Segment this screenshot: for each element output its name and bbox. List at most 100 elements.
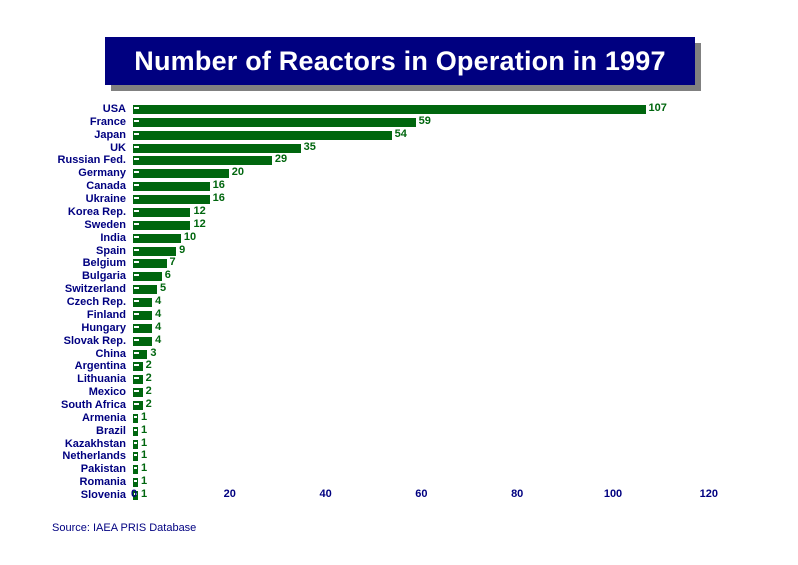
category-label: Kazakhstan (64, 437, 126, 450)
bar-highlight-notch (134, 428, 137, 431)
bar[interactable] (133, 220, 191, 230)
bar-value-label: 2 (145, 372, 152, 385)
bar[interactable] (133, 143, 301, 153)
category-label: France (89, 115, 126, 128)
chart-row: Slovenia 1 (0, 488, 798, 502)
bar[interactable] (133, 272, 162, 282)
bar[interactable] (133, 478, 138, 488)
category-label: UK (110, 141, 126, 154)
category-label: Canada (86, 180, 126, 193)
bar[interactable] (133, 182, 210, 192)
bar-value-label: 2 (145, 385, 152, 398)
bar-holder (133, 349, 148, 359)
bar[interactable] (133, 169, 229, 179)
bar[interactable] (133, 336, 153, 346)
bar-holder (133, 413, 138, 423)
bar-value-label: 1 (141, 488, 148, 501)
chart-row: Lithuania 2 (0, 372, 798, 386)
bar[interactable] (133, 246, 177, 256)
bar-highlight-notch (134, 209, 139, 212)
bar-highlight-notch (134, 338, 139, 341)
x-axis-tick: 40 (319, 488, 332, 500)
bar-highlight-notch (134, 132, 139, 135)
category-label: Bulgaria (81, 270, 126, 283)
bar-holder (133, 298, 153, 308)
bar-highlight-notch (134, 197, 139, 200)
bar[interactable] (133, 195, 210, 205)
category-label: Brazil (96, 424, 126, 437)
bar[interactable] (133, 452, 138, 462)
bar-value-label: 4 (155, 307, 162, 320)
category-label: Mexico (88, 386, 126, 399)
category-label: Ukraine (85, 193, 126, 206)
bar-holder (133, 452, 138, 462)
bar[interactable] (133, 362, 143, 372)
bar-holder (133, 285, 157, 295)
bar-holder (133, 375, 143, 385)
bar-holder (133, 246, 177, 256)
bar-holder (133, 259, 167, 269)
bar-holder (133, 362, 143, 372)
bar-chart-plot-area: USA 107 France 59 Japan 54 UK 35 Russian Fed. 29 G… (0, 102, 798, 501)
bar[interactable] (133, 388, 143, 398)
bar-value-label: 12 (193, 217, 206, 230)
bar[interactable] (133, 323, 153, 333)
chart-row: France 59 (0, 115, 798, 129)
bar[interactable] (133, 413, 138, 423)
bar[interactable] (133, 349, 148, 359)
category-label: Japan (94, 128, 126, 141)
bar-holder (133, 323, 153, 333)
bar-value-label: 10 (183, 230, 197, 243)
x-axis-tick: 0 (130, 488, 138, 500)
bar-value-label: 6 (164, 269, 171, 282)
bar[interactable] (133, 426, 138, 436)
bar-holder (133, 426, 138, 436)
bar-highlight-notch (134, 467, 137, 470)
bar[interactable] (133, 117, 416, 127)
bar[interactable] (133, 130, 392, 140)
bar-highlight-notch (134, 119, 139, 122)
bar-holder (133, 117, 416, 127)
bar-holder (133, 401, 143, 410)
bar-holder (133, 182, 210, 192)
bar[interactable] (133, 298, 153, 308)
bar-highlight-notch (134, 261, 139, 264)
chart-row: Mexico 2 (0, 385, 798, 399)
bar[interactable] (133, 439, 138, 449)
chart-row: South Africa 2 (0, 398, 798, 412)
bar[interactable] (133, 233, 181, 243)
category-label: Germany (78, 167, 126, 180)
chart-title-block: Number of Reactors in Operation in 1997 (105, 37, 701, 91)
bar[interactable] (133, 259, 167, 269)
bar-value-label: 1 (141, 423, 148, 436)
bar[interactable] (133, 285, 157, 295)
bar-highlight-notch (134, 403, 139, 405)
bar-holder (133, 439, 138, 449)
bar[interactable] (133, 465, 138, 475)
bar[interactable] (133, 310, 153, 320)
bar-highlight-notch (134, 493, 137, 496)
chart-row: Canada 16 (0, 179, 798, 193)
bar-highlight-notch (134, 248, 139, 251)
category-label: USA (102, 103, 126, 115)
bar-highlight-notch (134, 454, 137, 457)
chart-row: Russian Fed. 29 (0, 153, 798, 167)
bar-value-label: 7 (169, 256, 176, 269)
bar[interactable] (133, 401, 143, 410)
bar-value-label: 4 (155, 295, 162, 308)
x-axis-tick: 120 (699, 488, 718, 500)
chart-row: Pakistan 1 (0, 462, 798, 476)
bar-holder (133, 310, 153, 320)
bar-value-label: 1 (141, 410, 148, 423)
bar[interactable] (133, 491, 138, 501)
bar-holder (133, 207, 191, 217)
bar[interactable] (133, 375, 143, 385)
bar-value-label: 2 (145, 398, 152, 410)
title-box: Number of Reactors in Operation in 1997 (105, 37, 695, 85)
bar[interactable] (133, 156, 272, 166)
bar-value-label: 20 (231, 166, 245, 179)
bar[interactable] (133, 105, 646, 114)
bar-value-label: 1 (141, 475, 148, 488)
chart-row: Czech Rep. 4 (0, 295, 798, 309)
bar[interactable] (133, 207, 191, 217)
